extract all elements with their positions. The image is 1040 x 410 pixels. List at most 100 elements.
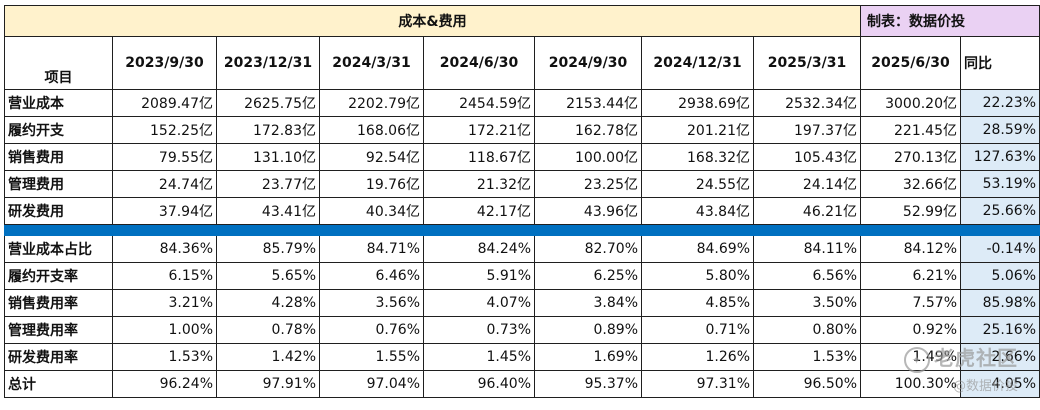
yoy-cell[interactable]: -0.14% (960, 235, 1040, 263)
value-cell[interactable]: 0.73% (423, 316, 535, 344)
value-cell[interactable]: 100.00亿 (534, 143, 642, 171)
yoy-cell[interactable]: 2.66% (960, 343, 1040, 371)
header-date[interactable]: 2023/12/31 (216, 36, 320, 90)
value-cell[interactable]: 42.17亿 (423, 197, 535, 225)
value-cell[interactable]: 6.21% (860, 262, 961, 290)
value-cell[interactable]: 2625.75亿 (216, 89, 320, 117)
value-cell[interactable]: 0.89% (534, 316, 642, 344)
header-date[interactable]: 2023/9/30 (112, 36, 217, 90)
value-cell[interactable]: 6.56% (753, 262, 861, 290)
row-label[interactable]: 研发费用 (4, 197, 113, 225)
header-date[interactable]: 2024/9/30 (534, 36, 642, 90)
header-date[interactable]: 2025/3/31 (753, 36, 861, 90)
value-cell[interactable]: 40.34亿 (319, 197, 424, 225)
value-cell[interactable]: 97.31% (641, 370, 754, 398)
value-cell[interactable]: 162.78亿 (534, 116, 642, 144)
value-cell[interactable]: 1.42% (216, 343, 320, 371)
value-cell[interactable]: 270.13亿 (860, 143, 961, 171)
value-cell[interactable]: 1.26% (641, 343, 754, 371)
value-cell[interactable]: 0.71% (641, 316, 754, 344)
value-cell[interactable]: 95.37% (534, 370, 642, 398)
value-cell[interactable]: 96.40% (423, 370, 535, 398)
value-cell[interactable]: 201.21亿 (641, 116, 754, 144)
value-cell[interactable]: 85.79% (216, 235, 320, 263)
value-cell[interactable]: 21.32亿 (423, 170, 535, 198)
value-cell[interactable]: 4.28% (216, 289, 320, 317)
value-cell[interactable]: 1.00% (112, 316, 217, 344)
value-cell[interactable]: 3.84% (534, 289, 642, 317)
value-cell[interactable]: 79.55亿 (112, 143, 217, 171)
value-cell[interactable]: 118.67亿 (423, 143, 535, 171)
value-cell[interactable]: 0.78% (216, 316, 320, 344)
row-label[interactable]: 总计 (4, 370, 113, 398)
value-cell[interactable]: 5.91% (423, 262, 535, 290)
value-cell[interactable]: 131.10亿 (216, 143, 320, 171)
value-cell[interactable]: 168.06亿 (319, 116, 424, 144)
maker-note[interactable]: 制表：数据价投 (860, 5, 1040, 37)
header-date[interactable]: 2024/3/31 (319, 36, 424, 90)
value-cell[interactable]: 2532.34亿 (753, 89, 861, 117)
value-cell[interactable]: 0.80% (753, 316, 861, 344)
value-cell[interactable]: 24.74亿 (112, 170, 217, 198)
row-label[interactable]: 履约开支 (4, 116, 113, 144)
value-cell[interactable]: 43.96亿 (534, 197, 642, 225)
value-cell[interactable]: 172.83亿 (216, 116, 320, 144)
value-cell[interactable]: 97.91% (216, 370, 320, 398)
value-cell[interactable]: 24.55亿 (641, 170, 754, 198)
value-cell[interactable]: 1.69% (534, 343, 642, 371)
row-label[interactable]: 履约开支率 (4, 262, 113, 290)
yoy-cell[interactable]: 22.23% (960, 89, 1040, 117)
value-cell[interactable]: 43.41亿 (216, 197, 320, 225)
value-cell[interactable]: 84.12% (860, 235, 961, 263)
row-label[interactable]: 管理费用 (4, 170, 113, 198)
value-cell[interactable]: 2089.47亿 (112, 89, 217, 117)
value-cell[interactable]: 172.21亿 (423, 116, 535, 144)
value-cell[interactable]: 2454.59亿 (423, 89, 535, 117)
header-date[interactable]: 2024/12/31 (641, 36, 754, 90)
value-cell[interactable]: 4.07% (423, 289, 535, 317)
header-yoy[interactable]: 同比 (960, 36, 1040, 90)
value-cell[interactable]: 4.85% (641, 289, 754, 317)
value-cell[interactable]: 96.24% (112, 370, 217, 398)
yoy-cell[interactable]: 25.16% (960, 316, 1040, 344)
value-cell[interactable]: 7.57% (860, 289, 961, 317)
value-cell[interactable]: 3.56% (319, 289, 424, 317)
value-cell[interactable]: 97.04% (319, 370, 424, 398)
yoy-cell[interactable]: 5.06% (960, 262, 1040, 290)
value-cell[interactable]: 52.99亿 (860, 197, 961, 225)
value-cell[interactable]: 82.70% (534, 235, 642, 263)
value-cell[interactable]: 23.25亿 (534, 170, 642, 198)
value-cell[interactable]: 5.65% (216, 262, 320, 290)
value-cell[interactable]: 5.80% (641, 262, 754, 290)
value-cell[interactable]: 84.11% (753, 235, 861, 263)
row-label[interactable]: 管理费用率 (4, 316, 113, 344)
value-cell[interactable]: 1.53% (112, 343, 217, 371)
table-title[interactable]: 成本&费用 (4, 5, 861, 37)
row-label[interactable]: 销售费用 (4, 143, 113, 171)
value-cell[interactable]: 32.66亿 (860, 170, 961, 198)
value-cell[interactable]: 46.21亿 (753, 197, 861, 225)
value-cell[interactable]: 1.53% (753, 343, 861, 371)
value-cell[interactable]: 84.24% (423, 235, 535, 263)
value-cell[interactable]: 3.50% (753, 289, 861, 317)
value-cell[interactable]: 1.55% (319, 343, 424, 371)
yoy-cell[interactable]: 28.59% (960, 116, 1040, 144)
yoy-cell[interactable]: 127.63% (960, 143, 1040, 171)
row-label[interactable]: 研发费用率 (4, 343, 113, 371)
value-cell[interactable]: 1.45% (423, 343, 535, 371)
yoy-cell[interactable]: 25.66% (960, 197, 1040, 225)
value-cell[interactable]: 2153.44亿 (534, 89, 642, 117)
value-cell[interactable]: 1.49% (860, 343, 961, 371)
header-date[interactable]: 2024/6/30 (423, 36, 535, 90)
value-cell[interactable]: 84.69% (641, 235, 754, 263)
value-cell[interactable]: 2202.79亿 (319, 89, 424, 117)
value-cell[interactable]: 105.43亿 (753, 143, 861, 171)
value-cell[interactable]: 24.14亿 (753, 170, 861, 198)
yoy-cell[interactable]: 85.98% (960, 289, 1040, 317)
value-cell[interactable]: 6.25% (534, 262, 642, 290)
value-cell[interactable]: 197.37亿 (753, 116, 861, 144)
value-cell[interactable]: 152.25亿 (112, 116, 217, 144)
value-cell[interactable]: 0.92% (860, 316, 961, 344)
value-cell[interactable]: 92.54亿 (319, 143, 424, 171)
value-cell[interactable]: 221.45亿 (860, 116, 961, 144)
